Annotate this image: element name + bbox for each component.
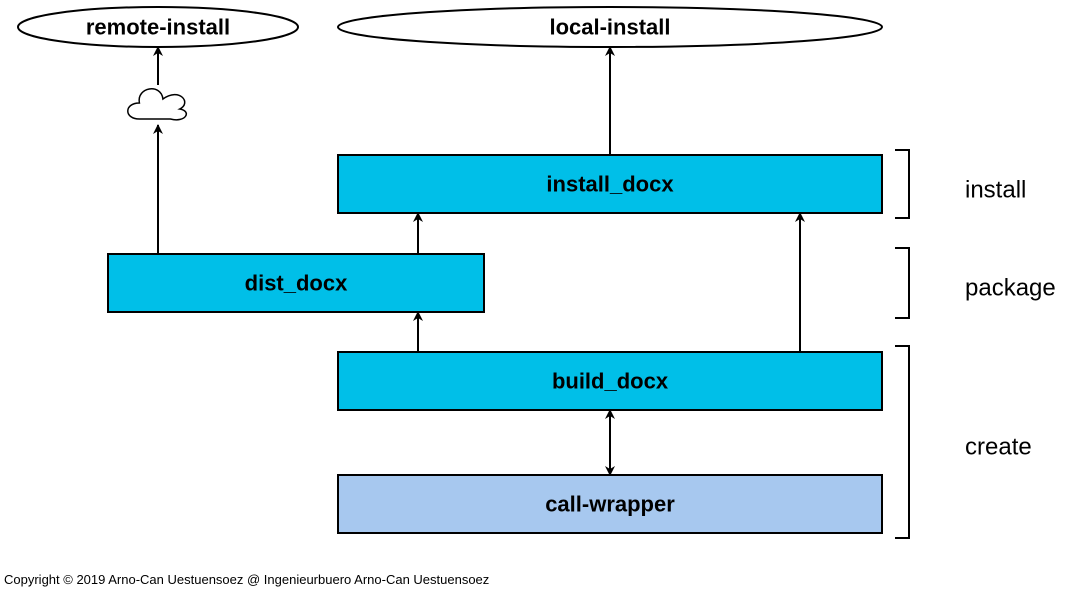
node-label-call_wrapper: call-wrapper <box>545 492 675 517</box>
node-label-install_docx: install_docx <box>546 172 674 197</box>
copyright-text: Copyright © 2019 Arno-Can Uestuensoez @ … <box>4 572 489 587</box>
phase-label-install: install <box>965 177 1026 204</box>
diagram-canvas: remote-install local-install install_docxd… <box>0 0 1083 593</box>
phase-label-create: create <box>965 434 1032 461</box>
bracket-create <box>895 346 909 538</box>
node-label-local_install: local-install <box>549 15 670 40</box>
cloud-icon <box>128 89 187 120</box>
node-label-build_docx: build_docx <box>552 369 669 394</box>
bracket-package <box>895 248 909 318</box>
phase-label-package: package <box>965 275 1056 302</box>
node-label-remote_install: remote-install <box>86 15 230 40</box>
bracket-install <box>895 150 909 218</box>
node-label-dist_docx: dist_docx <box>245 271 348 296</box>
